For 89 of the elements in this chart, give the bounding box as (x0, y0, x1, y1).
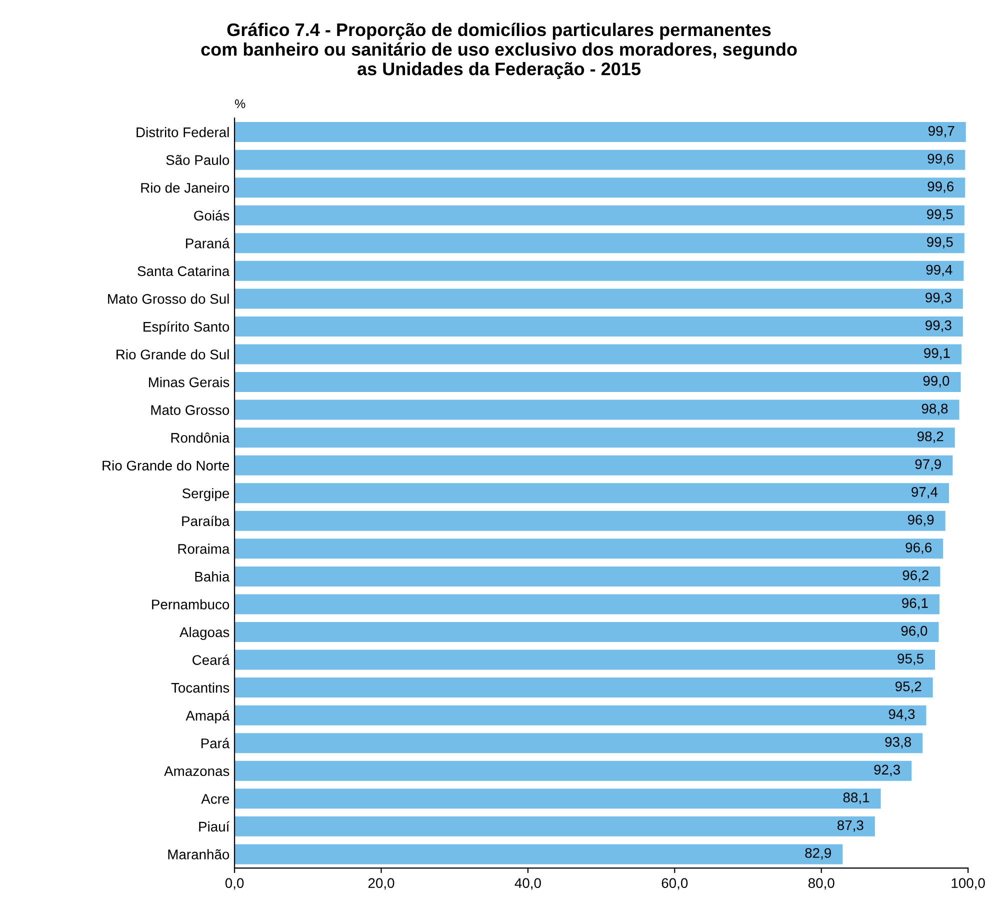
data-label: 96,0 (901, 626, 928, 638)
data-label: 96,2 (902, 570, 928, 582)
bar (234, 510, 946, 531)
bar (234, 150, 966, 170)
data-label: 99,0 (923, 376, 950, 388)
y-tick-label: Tocantins (171, 682, 230, 693)
y-tick-label: Bahia (195, 571, 230, 582)
y-tick-label: Distrito Federal (136, 127, 229, 138)
data-label: 99,6 (928, 154, 954, 166)
y-tick-label: Pará (201, 738, 230, 748)
data-label: 99,7 (928, 126, 954, 138)
data-label: 95,2 (895, 681, 922, 693)
y-tick-label: Ceará (192, 654, 230, 665)
bar (234, 260, 964, 281)
bar (234, 205, 964, 226)
y-tick-label: Pernambuco (152, 599, 230, 610)
data-label: 87,3 (837, 820, 864, 832)
chart-title: Gráfico 7.4 - Proporção de domicílios particulares permanentes com banheiro ou sanitário de uso exclusivo dos moradores, segundo as Unidades da Federação - 2015 (201, 22, 797, 79)
bar (234, 428, 955, 448)
data-label: 97,4 (912, 487, 938, 498)
bar (234, 733, 923, 754)
y-tick-label: Alagoas (180, 626, 230, 640)
bar (234, 400, 960, 420)
data-label: 96,1 (902, 598, 928, 610)
data-label: 99,5 (927, 237, 953, 249)
bar (234, 760, 912, 781)
y-tick-label: Paraná (186, 238, 230, 248)
data-label: 93,8 (885, 737, 911, 748)
bar (234, 455, 953, 476)
y-tick-label: Piauí (199, 821, 230, 832)
bar (234, 316, 963, 336)
bar (234, 178, 966, 198)
data-label: 99,3 (926, 320, 952, 332)
y-tick-label: Minas Gerais (149, 377, 230, 388)
x-tick-label: 100,0 (952, 878, 985, 890)
x-tick-label: 60,0 (662, 878, 688, 890)
x-tick-label: 20,0 (368, 878, 394, 890)
y-tick-label: Paraíba (182, 516, 230, 526)
y-tick-label: Acre (201, 794, 230, 804)
y-tick-label: Amapá (186, 710, 230, 724)
bar (234, 816, 875, 836)
y-tick-label: Santa Catarina (138, 266, 230, 276)
x-tick-label: 40,0 (514, 878, 541, 890)
bar (234, 788, 881, 809)
bar (234, 594, 940, 614)
y-tick-label: Rio Grande do Sul (116, 349, 229, 360)
data-label: 96,6 (906, 542, 932, 554)
x-tick-label: 0,0 (225, 878, 244, 890)
bar (234, 678, 933, 698)
data-label: 98,8 (922, 404, 948, 416)
bar (234, 344, 962, 364)
y-tick-label: Maranhão (168, 849, 230, 860)
bar (234, 566, 940, 586)
data-label: 99,6 (928, 182, 954, 193)
bar (234, 650, 936, 670)
y-tick-label: Amazonas (164, 766, 230, 776)
data-label: 95,5 (898, 654, 924, 666)
bar (234, 844, 843, 864)
x-tick-label: 80,0 (808, 878, 834, 890)
bar (234, 372, 961, 392)
y-tick-label: Roraima (178, 544, 230, 554)
bar (234, 538, 944, 559)
data-label: 96,9 (908, 514, 934, 526)
y-axis-title: % (234, 99, 246, 108)
data-label: 99,1 (924, 348, 950, 360)
bar (234, 622, 939, 642)
data-label: 92,3 (874, 764, 900, 776)
y-tick-label: Espírito Santo (144, 321, 230, 334)
data-label: 94,3 (888, 709, 915, 721)
data-label: 99,4 (926, 264, 952, 276)
y-tick-label: São Paulo (166, 154, 230, 165)
y-tick-label: Mato Grosso (151, 405, 230, 415)
data-label: 99,5 (927, 209, 953, 221)
bar (234, 483, 949, 504)
data-label: 97,9 (915, 459, 941, 471)
bar (234, 288, 963, 309)
data-label: 99,3 (926, 292, 952, 304)
data-label: 88,1 (843, 792, 870, 804)
data-label: 82,9 (805, 848, 831, 860)
y-tick-label: Sergipe (182, 488, 230, 502)
bar (234, 705, 926, 726)
bar (234, 233, 964, 254)
y-tick-label: Rio de Janeiro (141, 182, 230, 193)
y-tick-label: Rondônia (171, 432, 230, 443)
y-tick-label: Rio Grande do Norte (102, 460, 230, 471)
y-tick-label: Goiás (194, 210, 230, 221)
data-label: 98,2 (917, 431, 944, 443)
bar (234, 122, 966, 142)
y-tick-label: Mato Grosso do Sul (108, 294, 229, 304)
